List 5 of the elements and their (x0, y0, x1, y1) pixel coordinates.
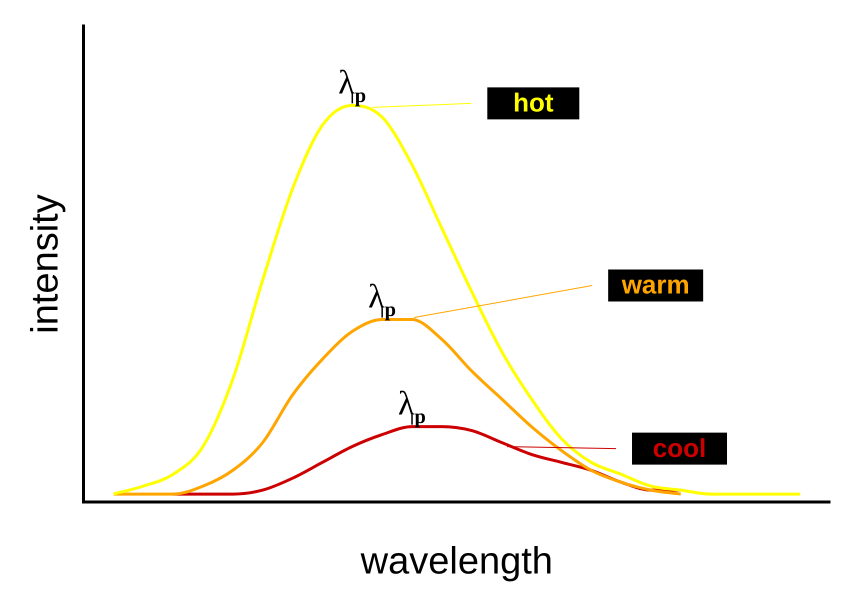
legend-label: cool (652, 432, 706, 463)
y-axis-title: intensity (24, 194, 66, 334)
text: warm (620, 270, 690, 300)
legend-label: hot (513, 88, 554, 118)
x-axis-title: wavelength (360, 540, 553, 583)
